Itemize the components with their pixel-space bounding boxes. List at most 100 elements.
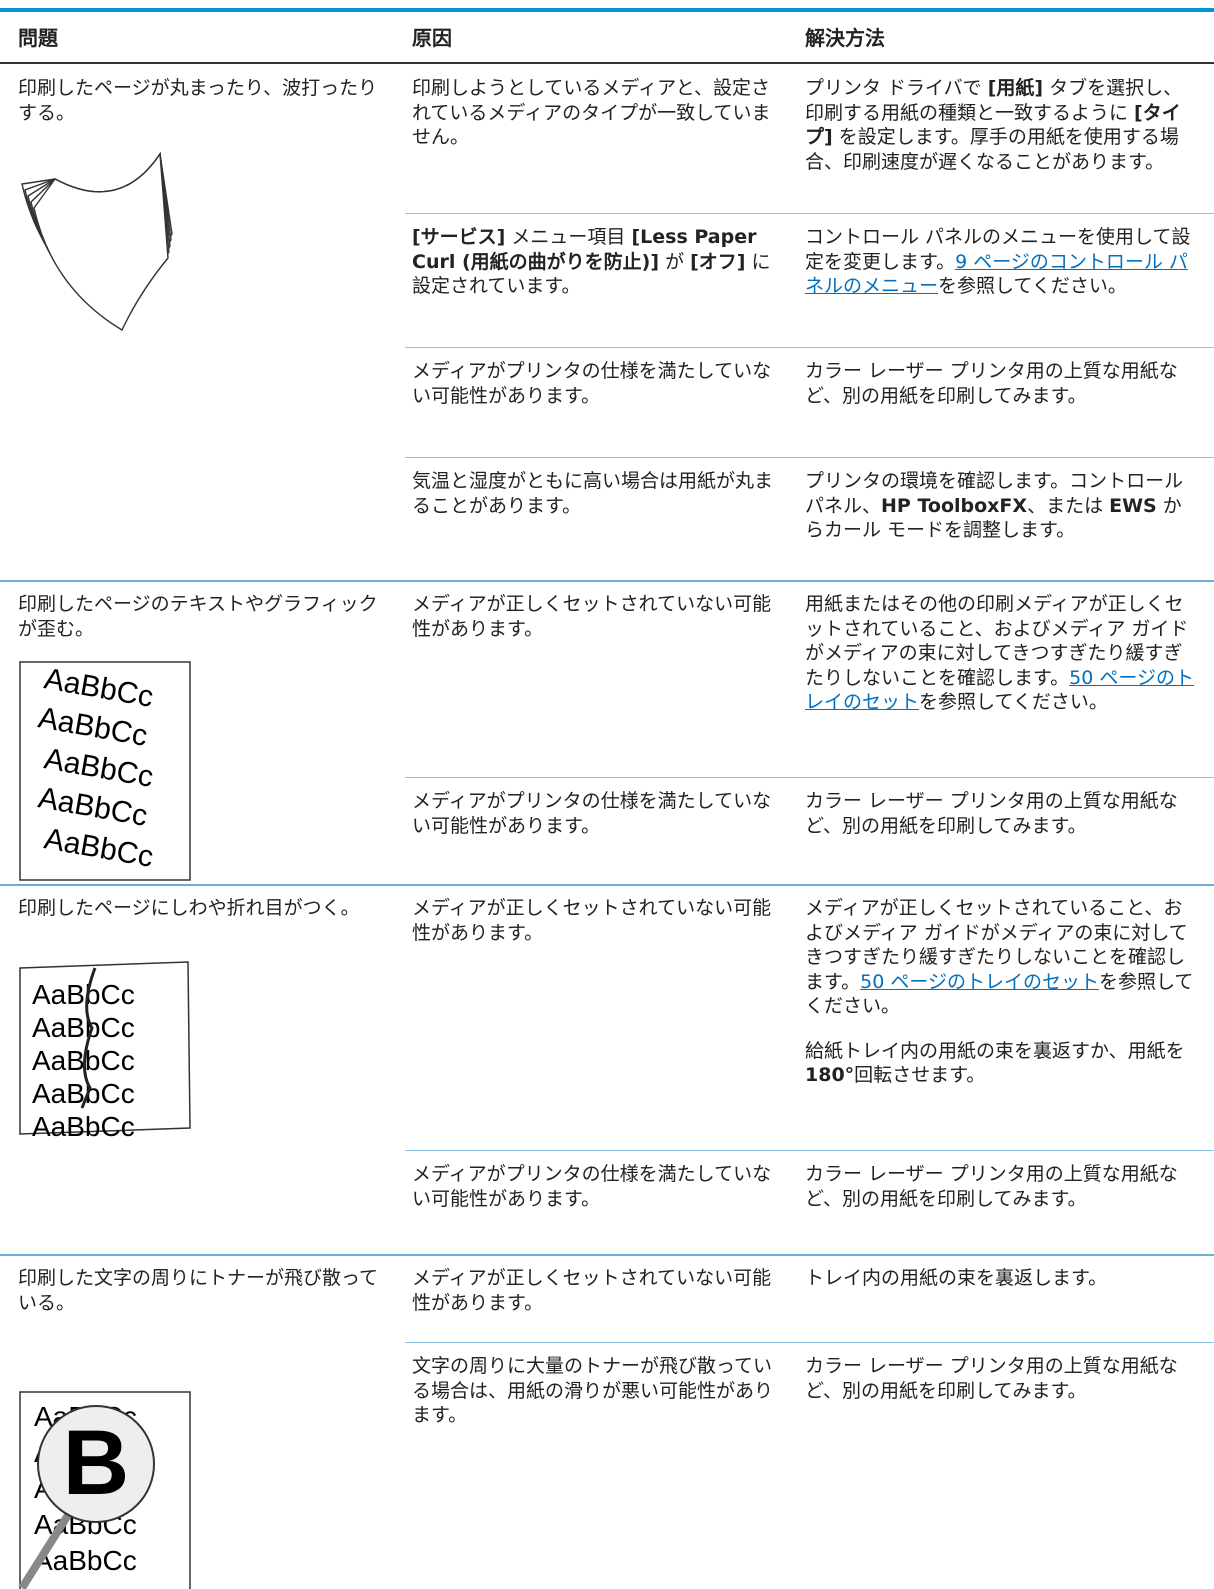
cause-cell: メディアが正しくセットされていない可能性があります。	[412, 1266, 782, 1335]
paragraph: 印刷した文字の周りにトナーが飛び散っている。	[18, 1266, 388, 1315]
problem-cell: 印刷したページが丸まったり、波打ったりする。	[18, 76, 388, 145]
text: メディアがプリンタの仕様を満たしていない可能性があります。	[412, 790, 772, 837]
group-rule	[0, 580, 1214, 582]
problem-cell: 印刷したページのテキストやグラフィックが歪む。	[18, 592, 388, 661]
text: メディアが正しくセットされていない可能性があります。	[412, 897, 772, 944]
paragraph: 文字の周りに大量のトナーが飛び散っている場合は、用紙の滑りが悪い可能性があります…	[412, 1354, 782, 1428]
group-rule	[0, 1254, 1214, 1256]
cause-cell: 文字の周りに大量のトナーが飛び散っている場合は、用紙の滑りが悪い可能性があります…	[412, 1354, 782, 1448]
paragraph: 印刷したページのテキストやグラフィックが歪む。	[18, 592, 388, 641]
paragraph: [サービス] メニュー項目 [Less Paper Curl (用紙の曲がりを防…	[412, 225, 782, 299]
bold-text: HP ToolboxFX	[881, 494, 1028, 517]
paragraph: カラー レーザー プリンタ用の上質な用紙など、別の用紙を印刷してみます。	[805, 359, 1195, 408]
text: メディアがプリンタの仕様を満たしていない可能性があります。	[412, 360, 772, 407]
text: メディアが正しくセットされていない可能性があります。	[412, 1267, 772, 1314]
cause-cell: メディアが正しくセットされていない可能性があります。	[412, 896, 782, 965]
row-rule	[405, 777, 1214, 778]
text: 印刷した文字の周りにトナーが飛び散っている。	[18, 1267, 379, 1314]
text: 文字の周りに大量のトナーが飛び散っている場合は、用紙の滑りが悪い可能性があります…	[412, 1355, 774, 1426]
solution-cell: カラー レーザー プリンタ用の上質な用紙など、別の用紙を印刷してみます。	[805, 789, 1195, 858]
paragraph: メディアが正しくセットされていない可能性があります。	[412, 592, 782, 641]
text: 印刷しようとしているメディアと、設定されているメディアのタイプが一致していません…	[412, 77, 771, 148]
bold-text: [タイプ]	[805, 101, 1181, 149]
magnifier	[37, 1405, 155, 1523]
text: メディアが正しくセットされていること、およびメディア ガイドがメディアの束に対し…	[805, 897, 1188, 993]
cause-cell: メディアがプリンタの仕様を満たしていない可能性があります。	[412, 789, 782, 858]
link[interactable]: 50 ページのトレイのセット	[860, 970, 1099, 993]
paragraph: メディアが正しくセットされていない可能性があります。	[412, 896, 782, 945]
text: を設定します。厚手の用紙を使用する場合、印刷速度が遅くなることがあります。	[805, 126, 1179, 173]
bold-text: [用紙]	[987, 77, 1044, 99]
solution-cell: メディアが正しくセットされていること、およびメディア ガイドがメディアの束に対し…	[805, 896, 1195, 1108]
cause-cell: [サービス] メニュー項目 [Less Paper Curl (用紙の曲がりを防…	[412, 225, 782, 319]
text: トレイ内の用紙の束を裏返します。	[805, 1267, 1108, 1289]
text: が	[659, 250, 691, 273]
text: 給紙トレイ内の用紙の束を裏返すか、用紙を	[805, 1039, 1185, 1062]
paragraph: プリンタの環境を確認します。コントロール パネル、HP ToolboxFX、また…	[805, 469, 1195, 543]
row-rule	[405, 1342, 1214, 1343]
solution-cell: プリンタの環境を確認します。コントロール パネル、HP ToolboxFX、また…	[805, 469, 1195, 563]
text: プリンタ ドライバで	[805, 77, 988, 99]
text: を参照してください。	[805, 970, 1194, 1018]
solution-cell: トレイ内の用紙の束を裏返します。	[805, 1266, 1195, 1311]
bold-text: 180°	[805, 1064, 855, 1086]
cause-cell: 気温と湿度がともに高い場合は用紙が丸まることがあります。	[412, 469, 782, 538]
sample-text: AaBbCc	[32, 1012, 135, 1043]
paragraph: メディアがプリンタの仕様を満たしていない可能性があります。	[412, 1162, 782, 1211]
top-rule	[0, 8, 1214, 12]
text: 印刷したページが丸まったり、波打ったりする。	[18, 77, 378, 124]
cause-cell: メディアがプリンタの仕様を満たしていない可能性があります。	[412, 1162, 782, 1231]
paper	[19, 961, 191, 1135]
text: カラー レーザー プリンタ用の上質な用紙など、別の用紙を印刷してみます。	[805, 360, 1178, 407]
column-header: 原因	[412, 26, 452, 50]
paragraph: カラー レーザー プリンタ用の上質な用紙など、別の用紙を印刷してみます。	[805, 1162, 1195, 1211]
problem-cell: 印刷したページにしわや折れ目がつく。	[18, 896, 388, 941]
paper	[19, 661, 191, 881]
link[interactable]: 50 ページのトレイのセット	[805, 666, 1194, 714]
header-rule	[0, 62, 1214, 64]
solution-cell: 用紙またはその他の印刷メディアが正しくセットされていること、およびメディア ガイ…	[805, 592, 1195, 735]
row-rule	[405, 457, 1214, 458]
cause-cell: メディアが正しくセットされていない可能性があります。	[412, 592, 782, 661]
text: 印刷したページのテキストやグラフィックが歪む。	[18, 593, 378, 640]
column-header: 解決方法	[805, 26, 885, 50]
row-rule	[405, 347, 1214, 348]
solution-cell: プリンタ ドライバで [用紙] タブを選択し、印刷する用紙の種類と一致するように…	[805, 76, 1195, 194]
paragraph: トレイ内の用紙の束を裏返します。	[805, 1266, 1195, 1291]
text: を参照してください。	[919, 691, 1108, 713]
sample-text: AaBbCc	[32, 979, 135, 1010]
paragraph: メディアがプリンタの仕様を満たしていない可能性があります。	[412, 789, 782, 838]
solution-cell: カラー レーザー プリンタ用の上質な用紙など、別の用紙を印刷してみます。	[805, 1162, 1195, 1231]
paragraph: 印刷したページにしわや折れ目がつく。	[18, 896, 388, 921]
paragraph: カラー レーザー プリンタ用の上質な用紙など、別の用紙を印刷してみます。	[805, 1354, 1195, 1403]
text: カラー レーザー プリンタ用の上質な用紙など、別の用紙を印刷してみます。	[805, 1355, 1178, 1402]
text: 、または	[1027, 494, 1110, 517]
bold-text: [Less Paper Curl (用紙の曲がりを防止)]	[412, 226, 757, 273]
text: 用紙またはその他の印刷メディアが正しくセットされていること、およびメディア ガイ…	[805, 593, 1189, 689]
bold-text: [オフ]	[690, 250, 746, 273]
text: コントロール パネルのメニューを使用して設定を変更します。	[805, 226, 1191, 273]
text: からカール モードを調整します。	[805, 494, 1182, 542]
magnifier-letter: B	[63, 1412, 129, 1514]
paragraph: 給紙トレイ内の用紙の束を裏返すか、用紙を 180°回転させます。	[805, 1039, 1195, 1088]
text: を参照してください。	[938, 275, 1127, 297]
paragraph: 印刷しようとしているメディアと、設定されているメディアのタイプが一致していません…	[412, 76, 782, 150]
column-header: 問題	[18, 26, 58, 50]
bold-text: EWS	[1109, 494, 1157, 517]
paragraph: 気温と湿度がともに高い場合は用紙が丸まることがあります。	[412, 469, 782, 518]
cause-cell: 印刷しようとしているメディアと、設定されているメディアのタイプが一致していません…	[412, 76, 782, 170]
sample-text: AaBbCc	[32, 1111, 135, 1142]
problem-cell: 印刷した文字の周りにトナーが飛び散っている。	[18, 1266, 388, 1335]
link[interactable]: 9 ページのコントロール パネルのメニュー	[805, 250, 1188, 298]
text: に設定されています。	[412, 250, 771, 298]
bold-text: [サービス]	[412, 226, 506, 248]
text: メニュー項目	[505, 226, 632, 248]
solution-cell: コントロール パネルのメニューを使用して設定を変更します。9 ページのコントロー…	[805, 225, 1195, 319]
group-rule	[0, 884, 1214, 886]
text: 回転させます。	[854, 1064, 986, 1086]
paragraph: 用紙またはその他の印刷メディアが正しくセットされていること、およびメディア ガイ…	[805, 592, 1195, 715]
text: 印刷したページにしわや折れ目がつく。	[18, 897, 360, 919]
paragraph: メディアが正しくセットされていない可能性があります。	[412, 1266, 782, 1315]
text: タブを選択し、印刷する用紙の種類と一致するように	[805, 77, 1183, 124]
